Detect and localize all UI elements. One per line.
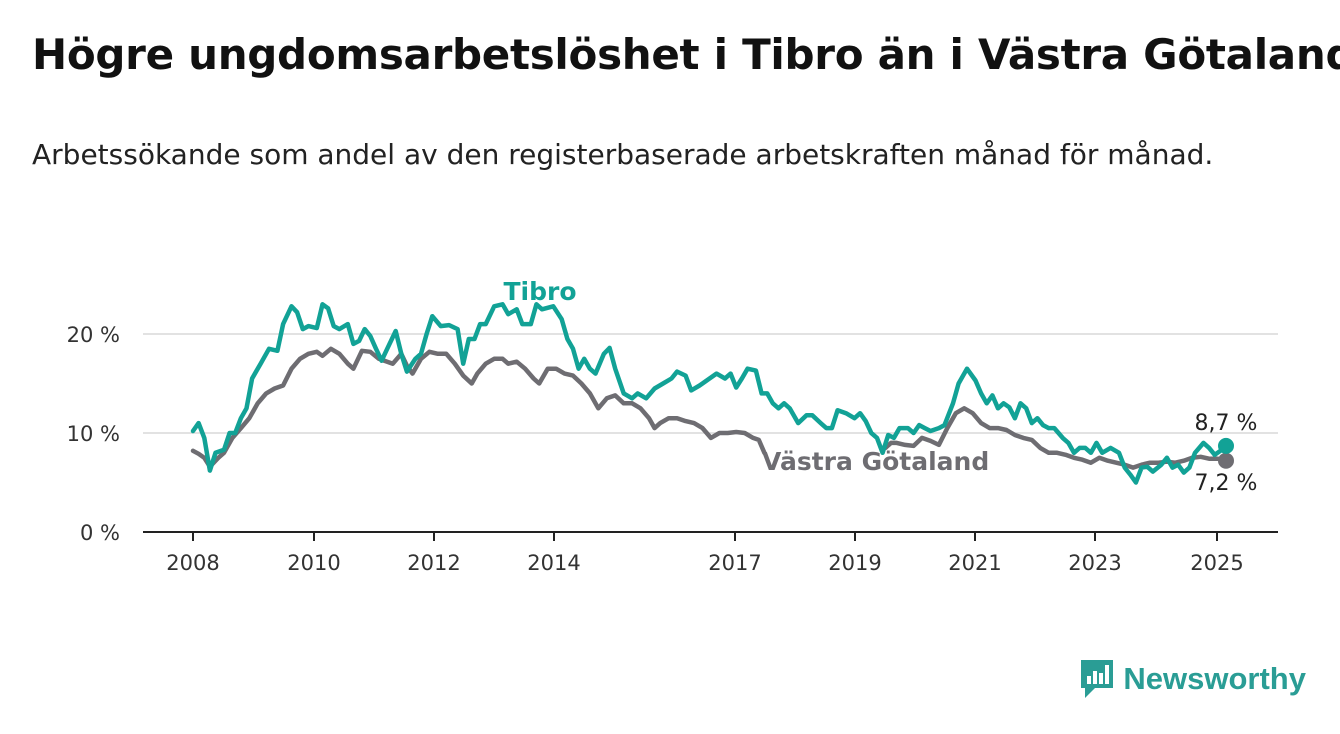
series-line-vastra-gotaland <box>190 346 767 469</box>
x-tick-label: 2008 <box>166 551 219 575</box>
x-tick-label: 2014 <box>527 551 580 575</box>
x-tick-label: 2012 <box>407 551 460 575</box>
end-point-vastra-gotaland <box>1218 452 1234 469</box>
series-line-tibro <box>190 302 1229 485</box>
y-tick-label: 0 % <box>80 521 120 545</box>
end-point-tibro <box>1218 437 1234 454</box>
y-tick-label: 10 % <box>67 422 120 446</box>
x-tick-label: 2023 <box>1068 551 1121 575</box>
page-title: Högre ungdomsarbetslöshet i Tibro än i V… <box>32 30 1340 79</box>
newsworthy-logo-icon <box>1081 660 1114 698</box>
series-label-tibro: Tibro <box>503 277 576 306</box>
end-label-tibro: 8,7 % <box>1195 411 1258 436</box>
line-chart: 0 % 10 % 20 % 2008 2010 2012 2014 2017 2019 2021… <box>67 277 1278 575</box>
end-label-vastra-gotaland: 7,2 % <box>1195 471 1258 496</box>
x-axis: 2008 2010 2012 2014 2017 2019 2021 2023 2025 <box>143 531 1278 575</box>
x-tick-label: 2025 <box>1190 551 1243 575</box>
grid-lines: 0 % 10 % 20 % <box>67 323 1278 545</box>
x-tick-label: 2021 <box>948 551 1001 575</box>
series-labels: Tibro Västra Götaland 8,7 % 7,2 % <box>503 277 1257 496</box>
newsworthy-logo-text: Newsworthy <box>1123 661 1306 696</box>
x-tick-label: 2019 <box>828 551 881 575</box>
y-tick-label: 20 % <box>67 323 120 347</box>
page-subtitle: Arbetssökande som andel av den registerb… <box>32 138 1214 171</box>
newsworthy-logo[interactable]: Newsworthy <box>1079 658 1306 700</box>
series-label-vastra-gotaland: Västra Götaland <box>762 447 989 476</box>
x-tick-label: 2017 <box>708 551 761 575</box>
x-tick-label: 2010 <box>287 551 340 575</box>
series-lines <box>190 302 1234 485</box>
